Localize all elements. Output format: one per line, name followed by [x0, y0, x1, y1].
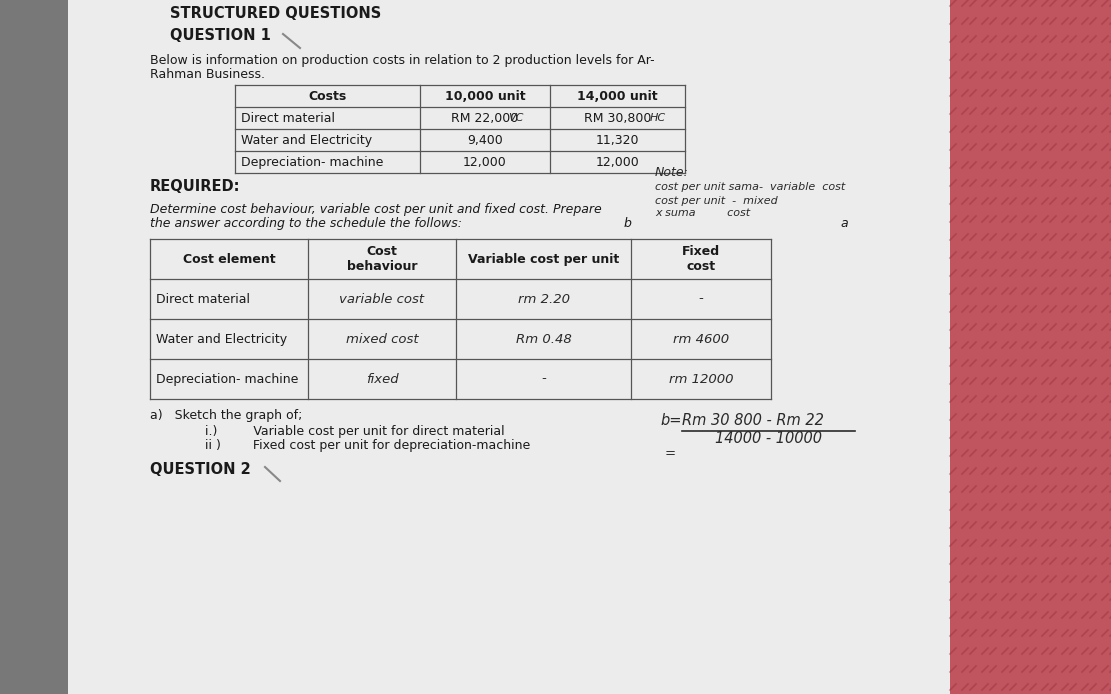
Text: cost per unit sama-  variable  cost: cost per unit sama- variable cost [655, 182, 845, 192]
Text: Depreciation- machine: Depreciation- machine [241, 155, 383, 169]
Text: ii )        Fixed cost per unit for depreciation-machine: ii ) Fixed cost per unit for depreciatio… [206, 439, 530, 452]
Text: Direct material: Direct material [241, 112, 336, 124]
Text: 12,000: 12,000 [463, 155, 507, 169]
Text: Rahman Business.: Rahman Business. [150, 68, 266, 81]
Text: RM 22,000: RM 22,000 [451, 112, 519, 124]
FancyBboxPatch shape [950, 0, 1111, 694]
Text: STRUCTURED QUESTIONS: STRUCTURED QUESTIONS [170, 6, 381, 21]
Text: Below is information on production costs in relation to 2 production levels for : Below is information on production costs… [150, 54, 654, 67]
Text: a)   Sketch the graph of;: a) Sketch the graph of; [150, 409, 302, 422]
Text: Rm 0.48: Rm 0.48 [516, 332, 571, 346]
Text: rm 4600: rm 4600 [673, 332, 729, 346]
Text: fixed: fixed [366, 373, 399, 385]
Text: VC: VC [508, 113, 523, 123]
Text: Cost
behaviour: Cost behaviour [347, 245, 418, 273]
Text: mixed cost: mixed cost [346, 332, 419, 346]
Text: the answer according to the schedule the follows:: the answer according to the schedule the… [150, 217, 462, 230]
Text: QUESTION 2: QUESTION 2 [150, 462, 251, 477]
Text: b: b [624, 217, 632, 230]
Text: Variable cost per unit: Variable cost per unit [468, 253, 619, 266]
Text: Direct material: Direct material [156, 292, 250, 305]
Text: 9,400: 9,400 [467, 133, 503, 146]
Text: HC: HC [650, 113, 667, 123]
Text: 12,000: 12,000 [595, 155, 639, 169]
Text: -: - [699, 292, 703, 305]
Text: RM 30,800: RM 30,800 [583, 112, 651, 124]
Text: Determine cost behaviour, variable cost per unit and fixed cost. Prepare: Determine cost behaviour, variable cost … [150, 203, 602, 216]
Text: Water and Electricity: Water and Electricity [156, 332, 287, 346]
Text: 14,000 unit: 14,000 unit [578, 90, 658, 103]
Text: a: a [840, 217, 848, 230]
Text: REQUIRED:: REQUIRED: [150, 179, 240, 194]
Text: Depreciation- machine: Depreciation- machine [156, 373, 299, 385]
Text: -: - [541, 373, 546, 385]
Text: Fixed
cost: Fixed cost [682, 245, 720, 273]
Text: variable cost: variable cost [340, 292, 424, 305]
Text: Rm 30 800 - Rm 22: Rm 30 800 - Rm 22 [682, 413, 824, 428]
Text: b=: b= [660, 413, 681, 428]
Text: =: = [665, 447, 677, 460]
Text: QUESTION 1: QUESTION 1 [170, 28, 271, 43]
Text: cost per unit  -  mixed: cost per unit - mixed [655, 196, 778, 206]
FancyBboxPatch shape [0, 0, 68, 694]
Text: Note:: Note: [655, 166, 689, 179]
Text: rm 2.20: rm 2.20 [518, 292, 570, 305]
FancyBboxPatch shape [68, 0, 950, 694]
Text: x suma         cost: x suma cost [655, 208, 750, 218]
Text: Cost element: Cost element [182, 253, 276, 266]
Text: Water and Electricity: Water and Electricity [241, 133, 372, 146]
Text: rm 12000: rm 12000 [669, 373, 733, 385]
Text: 14000 - 10000: 14000 - 10000 [715, 431, 822, 446]
Text: 10,000 unit: 10,000 unit [444, 90, 526, 103]
Text: Costs: Costs [309, 90, 347, 103]
Text: i.)         Variable cost per unit for direct material: i.) Variable cost per unit for direct ma… [206, 425, 504, 438]
Text: 11,320: 11,320 [595, 133, 639, 146]
